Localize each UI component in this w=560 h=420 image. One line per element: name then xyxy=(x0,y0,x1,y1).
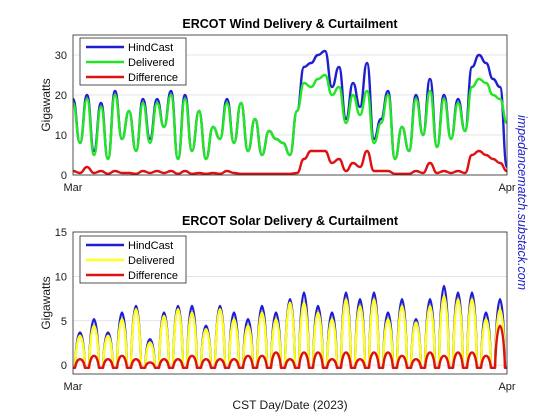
wind-legend: HindCast Delivered Difference xyxy=(79,37,187,86)
wind-y-axis-label: Gigawatts xyxy=(39,78,53,131)
watermark-text: impedancematch.substack.com xyxy=(515,115,529,290)
wind-ytick-label: 10 xyxy=(55,130,67,142)
solar-ytick-label: 0 xyxy=(61,360,67,372)
wind-series-lines xyxy=(71,49,509,175)
wind-chart-title: ERCOT Wind Delivery & Curtailment xyxy=(182,17,398,31)
wind-ytick-label: 20 xyxy=(55,90,67,102)
wind-legend-difference: Difference xyxy=(128,72,178,84)
x-axis-label: CST Day/Date (2023) xyxy=(232,398,347,412)
solar-legend-hindcast: HindCast xyxy=(128,240,173,252)
wind-legend-delivered: Delivered xyxy=(128,57,174,69)
solar-legend-difference: Difference xyxy=(128,270,178,282)
wind-plot-frame xyxy=(72,34,508,176)
solar-ytick-label: 10 xyxy=(55,271,67,283)
wind-series-delivered xyxy=(71,73,509,161)
wind-ytick-label: 30 xyxy=(55,50,67,62)
wind-xtick-mar: Mar xyxy=(64,182,83,194)
solar-legend: HindCast Delivered Difference xyxy=(79,235,187,284)
solar-ytick-label: 15 xyxy=(55,227,67,239)
wind-panel: ERCOT Wind Delivery & Curtailment 0 10 20 3… xyxy=(39,17,516,194)
solar-panel: ERCOT Solar Delivery & Curtailment 0 5 10 1… xyxy=(39,214,516,393)
wind-series-difference xyxy=(72,149,508,175)
solar-plot-frame xyxy=(72,231,508,375)
solar-y-tick-labels: 0 5 10 15 xyxy=(55,227,67,372)
solar-legend-delivered: Delivered xyxy=(128,255,174,267)
wind-legend-hindcast: HindCast xyxy=(128,42,173,54)
solar-xtick-apr: Apr xyxy=(498,381,515,393)
solar-y-axis-label: Gigawatts xyxy=(39,276,53,329)
wind-y-tick-labels: 0 10 20 30 xyxy=(55,50,67,182)
solar-ytick-label: 5 xyxy=(61,316,67,328)
solar-chart-title: ERCOT Solar Delivery & Curtailment xyxy=(182,214,399,228)
wind-xtick-apr: Apr xyxy=(498,182,515,194)
solar-series-lines xyxy=(73,285,507,369)
wind-ytick-label: 0 xyxy=(61,170,67,182)
solar-series-difference xyxy=(73,325,507,369)
solar-xtick-mar: Mar xyxy=(64,381,83,393)
